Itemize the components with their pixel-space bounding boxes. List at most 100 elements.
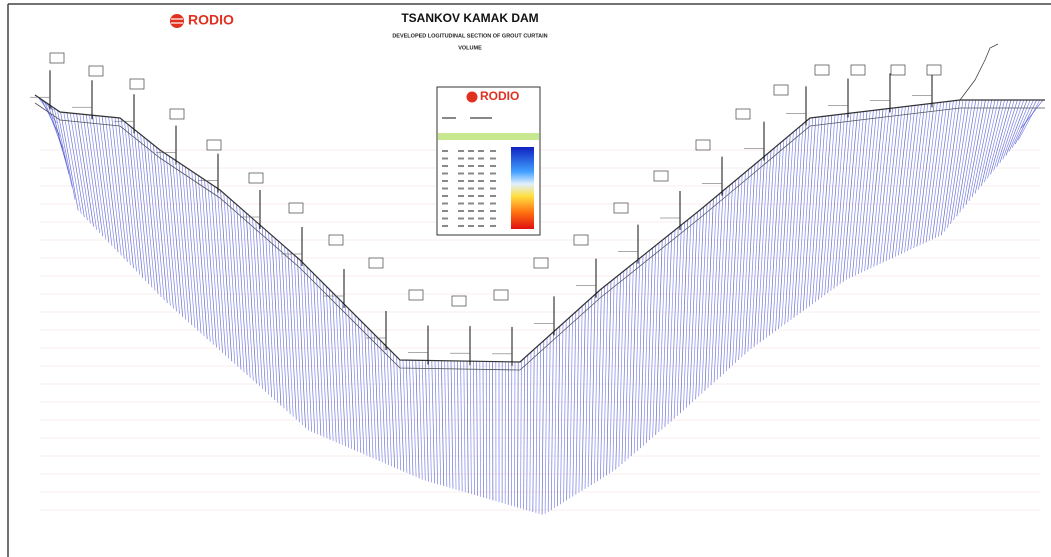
- grout-hole: [738, 169, 749, 360]
- legend-row-mark: [442, 180, 448, 182]
- legend-header-bar: [438, 133, 539, 140]
- grout-hole: [553, 329, 557, 509]
- grout-hole: [306, 266, 316, 433]
- grout-hole: [833, 113, 849, 289]
- legend-row-mark: [478, 217, 484, 220]
- grout-hole: [252, 218, 263, 389]
- grout-hole: [867, 109, 884, 270]
- section-label-box: [408, 289, 424, 301]
- grout-hole: [367, 327, 374, 459]
- grout-hole: [111, 117, 128, 262]
- grout-hole: [418, 360, 423, 480]
- grout-hole: [1002, 99, 1025, 160]
- grout-hole: [529, 352, 532, 512]
- grout-hole: [386, 346, 392, 467]
- grout-hole: [409, 360, 414, 476]
- header-logo: RODIO: [170, 12, 234, 28]
- grout-hole: [652, 242, 660, 438]
- grout-hole: [560, 323, 564, 505]
- grout-hole: [913, 103, 932, 249]
- grout-hole: [434, 360, 438, 485]
- grout-hole: [784, 129, 797, 325]
- grout-hole: [732, 174, 743, 366]
- grout-hole: [476, 361, 478, 496]
- grout-hole: [220, 190, 233, 362]
- logo-mark: [170, 14, 184, 28]
- grout-hole: [60, 111, 79, 211]
- legend-row-mark: [442, 150, 448, 152]
- legend-logo: RODIO: [480, 89, 519, 103]
- grout-hole: [37, 96, 57, 124]
- grout-hole: [335, 295, 343, 445]
- grout-hole: [239, 207, 251, 378]
- grout-hole: [405, 360, 411, 475]
- grout-hole: [818, 115, 833, 300]
- legend-row-mark: [458, 202, 464, 205]
- grout-hole: [944, 99, 964, 232]
- section-label-box: [653, 170, 669, 182]
- legend-row-mark: [490, 165, 496, 167]
- grout-hole: [197, 175, 211, 342]
- grout-hole: [181, 164, 196, 328]
- grout-hole: [1005, 99, 1028, 156]
- grout-hole: [137, 131, 153, 288]
- section-label-box: [773, 84, 789, 96]
- grout-hole: [664, 232, 673, 427]
- grout-hole: [916, 103, 935, 247]
- legend-row-mark: [458, 172, 464, 175]
- grout-hole: [676, 222, 685, 416]
- legend-row-mark: [468, 202, 474, 205]
- grout-hole: [649, 245, 657, 441]
- grout-hole: [956, 99, 977, 217]
- section-label-box: [169, 108, 185, 120]
- grout-hole: [710, 193, 721, 386]
- grout-hole: [73, 113, 91, 224]
- grout-hole: [861, 109, 877, 273]
- grout-hole: [931, 101, 951, 240]
- grout-hole: [824, 114, 839, 296]
- grout-hole: [888, 106, 906, 260]
- grout-hole: [517, 361, 519, 508]
- grout-hole: [572, 311, 577, 497]
- grout-hole: [309, 270, 319, 435]
- logo-mark: [466, 91, 478, 103]
- legend-row-mark: [478, 180, 484, 182]
- grout-hole: [532, 349, 535, 512]
- legend-row-mark: [468, 165, 474, 167]
- grout-hole: [217, 188, 230, 359]
- legend-row-mark: [468, 217, 474, 220]
- grout-hole: [290, 252, 300, 423]
- grout-hole: [937, 100, 957, 237]
- grout-hole: [759, 150, 772, 343]
- grout-hole: [233, 201, 245, 373]
- grout-hole: [535, 346, 538, 513]
- grout-hole: [297, 257, 306, 428]
- grout-hole: [683, 217, 692, 411]
- grout-hole: [587, 297, 593, 487]
- grout-hole: [514, 361, 516, 507]
- legend-row-mark: [458, 157, 464, 160]
- grout-hole: [934, 100, 954, 239]
- grout-hole: [575, 308, 580, 495]
- grout-hole: [667, 229, 676, 425]
- grout-hole: [904, 104, 922, 253]
- grout-hole: [959, 99, 980, 213]
- grout-hole: [85, 114, 104, 237]
- section-label-box: [735, 108, 751, 120]
- grout-hole: [249, 215, 260, 387]
- legend-color-scale: [511, 147, 534, 229]
- grout-hole: [101, 116, 119, 253]
- grout-hole: [287, 249, 297, 420]
- grout-hole: [92, 115, 110, 243]
- grout-hole: [242, 210, 254, 381]
- grout-hole: [370, 330, 377, 460]
- legend-row-mark: [442, 225, 448, 227]
- grout-hole: [277, 240, 288, 412]
- grout-hole: [898, 105, 916, 256]
- grout-hole: [348, 308, 356, 451]
- legend-row-mark: [468, 172, 474, 175]
- grout-hole: [332, 292, 340, 444]
- grout-hole: [962, 99, 983, 209]
- grout-hole: [169, 156, 183, 317]
- legend-row-mark: [442, 210, 448, 212]
